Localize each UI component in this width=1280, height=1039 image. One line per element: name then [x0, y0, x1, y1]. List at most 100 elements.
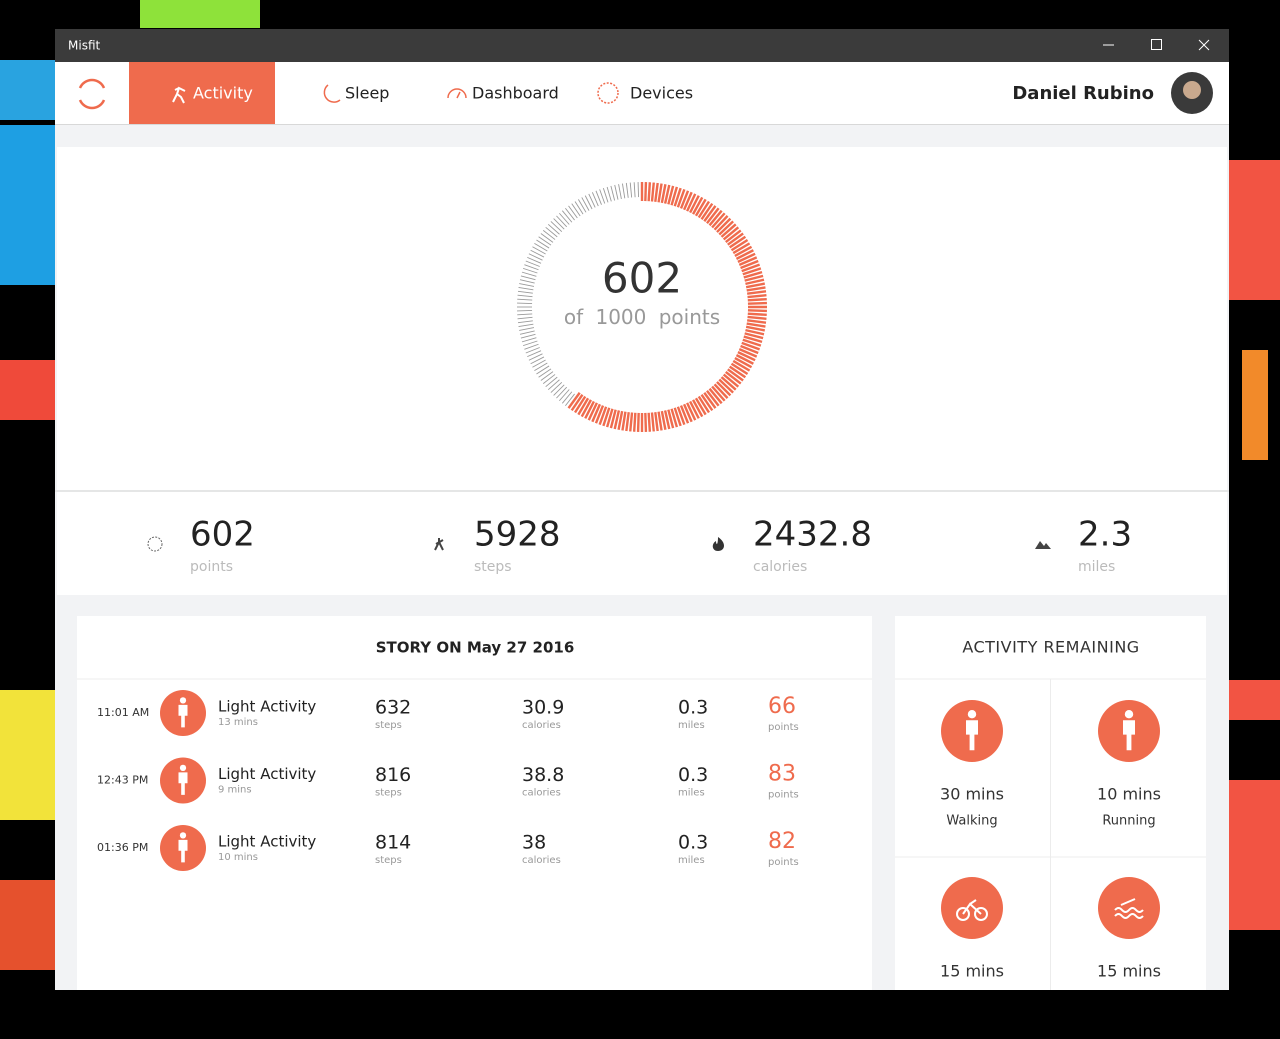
wallpaper-shape: [0, 880, 55, 970]
row-miles-label: miles: [678, 720, 705, 731]
ring-tick-filled: [747, 301, 767, 305]
ring-tick-filled: [745, 328, 765, 336]
ring-tick-filled: [657, 183, 663, 203]
ring-tick: [574, 201, 584, 215]
ring-tick: [525, 260, 540, 267]
ring-tick: [591, 192, 599, 207]
ring-tick-filled: [703, 205, 717, 222]
ring-tick: [517, 290, 533, 294]
active-tab: [129, 62, 275, 124]
ring-tick: [517, 298, 533, 301]
ring-tick-filled: [728, 235, 747, 249]
ring-tick-filled: [730, 362, 749, 375]
ring-tick: [622, 183, 626, 199]
nav-item[interactable]: Dashboard: [447, 84, 559, 103]
close-button[interactable]: [1198, 39, 1210, 51]
row-steps-label: steps: [375, 720, 402, 731]
ring-tick-filled: [740, 344, 759, 355]
row-calories: 30.9: [522, 697, 564, 719]
ring-tick: [518, 323, 534, 327]
ring-tick: [595, 190, 602, 205]
ring-tick: [540, 371, 554, 381]
ring-tick-filled: [706, 390, 720, 407]
ring-tick-filled: [594, 405, 605, 424]
ring-tick: [519, 279, 535, 284]
ring-tick-filled: [654, 412, 659, 432]
ring-tick-filled: [728, 365, 747, 379]
ring-tick-filled: [747, 297, 767, 302]
ring-tick: [550, 221, 563, 233]
user-name[interactable]: Daniel Rubino: [1012, 83, 1154, 104]
ring-tick-filled: [591, 403, 602, 423]
nav-item[interactable]: Devices: [597, 82, 693, 104]
row-points: 66: [768, 694, 796, 719]
ring-tick-filled: [716, 217, 732, 233]
ring-tick-filled: [670, 408, 679, 428]
remaining-item[interactable]: 15 mins: [1097, 877, 1161, 981]
ring-tick-filled: [713, 383, 729, 399]
ring-tick-filled: [747, 312, 767, 317]
ring-tick-filled: [686, 193, 697, 212]
ring-tick: [517, 320, 533, 324]
ring-tick: [528, 253, 543, 261]
ring-tick: [528, 353, 543, 361]
bike-frame: [962, 899, 982, 915]
stat-value: 602: [190, 515, 255, 555]
remaining-item[interactable]: 15 mins: [940, 877, 1004, 981]
figure-head: [179, 832, 187, 839]
nav-label: Dashboard: [472, 84, 559, 103]
maximize-button[interactable]: [1151, 39, 1162, 50]
nav-icon: [447, 88, 467, 99]
ring-tick: [538, 236, 552, 246]
wallpaper-shape: [140, 0, 260, 28]
story-row[interactable]: 12:43 PM Light Activity 9 mins 816 steps 38.8…: [97, 757, 799, 804]
ring-tick-filled: [743, 335, 763, 344]
ring-tick: [522, 267, 538, 274]
row-miles: 0.3: [678, 764, 708, 786]
ring-tick-filled: [747, 319, 767, 324]
row-steps-label: steps: [375, 788, 402, 799]
sync-button[interactable]: [78, 78, 106, 110]
stat-value: 5928: [474, 515, 561, 555]
nav-item[interactable]: Activity: [172, 84, 253, 104]
stat-icon: [147, 536, 163, 552]
row-steps: 816: [375, 764, 411, 786]
ring-tick-filled: [692, 196, 704, 215]
figure-head: [179, 697, 187, 704]
ring-tick-filled: [718, 220, 734, 236]
ring-tick-filled: [644, 412, 648, 432]
ring-tick-filled: [706, 207, 720, 224]
ring-tick-filled: [577, 397, 590, 416]
ring-tick-filled: [703, 392, 717, 409]
ring-tick-filled: [747, 290, 767, 295]
ring-tick-filled: [670, 186, 679, 206]
nav-item[interactable]: Sleep: [323, 84, 389, 103]
ring-tick: [522, 340, 538, 347]
waves: [1114, 898, 1144, 919]
ring-tick-filled: [747, 294, 767, 299]
ring-tick-filled: [650, 412, 655, 432]
ring-tick: [542, 230, 556, 240]
remaining-item[interactable]: 30 mins Walking: [940, 700, 1004, 829]
stats-panel: [57, 492, 1227, 595]
nav-icon: [323, 84, 341, 103]
ring-tick: [521, 337, 537, 343]
ring-tick-filled: [741, 341, 761, 351]
ring-tick-filled: [676, 406, 686, 426]
wallpaper-shape: [0, 60, 55, 120]
remaining-item[interactable]: 10 mins Running: [1097, 700, 1161, 829]
ring-tick-filled: [742, 338, 762, 347]
stat: 602 points: [147, 515, 255, 575]
ring-tick-filled: [609, 409, 617, 429]
ring-tick: [532, 359, 546, 368]
ring-tick: [524, 264, 539, 271]
stat: 2.3 miles: [1035, 515, 1132, 575]
ring-tick-filled: [737, 252, 756, 263]
remaining-activity: Running: [1102, 814, 1155, 829]
ring-tick: [610, 185, 616, 201]
ring-tick-filled: [613, 410, 621, 430]
stat-icon: [712, 537, 725, 551]
ring-tick: [518, 287, 534, 291]
